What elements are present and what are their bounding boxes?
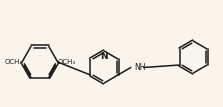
Text: OCH₃: OCH₃ (4, 59, 23, 65)
Text: NH: NH (134, 63, 145, 72)
Text: N: N (100, 52, 108, 61)
Text: OCH₃: OCH₃ (57, 59, 75, 65)
